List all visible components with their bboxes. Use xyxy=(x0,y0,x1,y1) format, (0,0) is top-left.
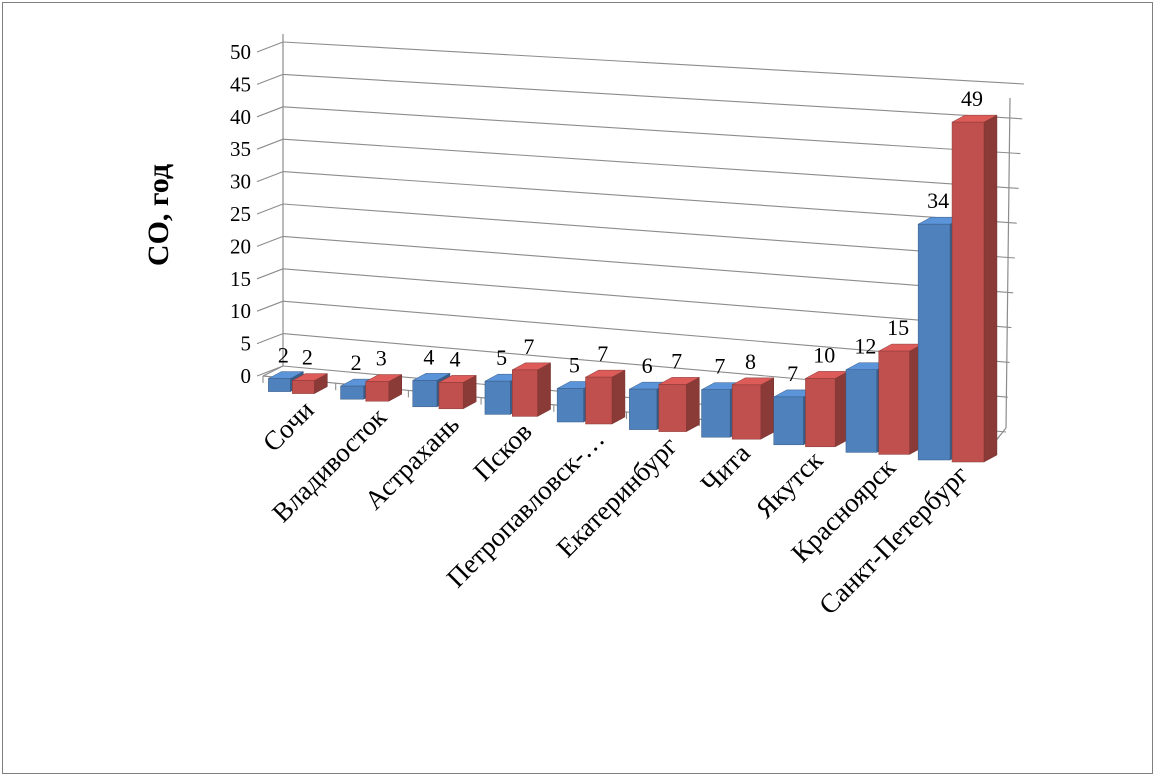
gridline xyxy=(282,235,1014,294)
bar xyxy=(268,378,291,392)
y-tick-mark xyxy=(256,333,284,345)
data-label: 7 xyxy=(523,334,534,359)
category-label: Санкт-Петербург xyxy=(813,459,974,620)
y-tick-mark xyxy=(256,203,284,215)
gridline xyxy=(282,73,1023,120)
gridline xyxy=(282,268,1012,329)
y-tick-label: 40 xyxy=(230,105,251,129)
bar xyxy=(951,121,985,463)
data-label: 5 xyxy=(496,345,507,370)
y-tick-label: 25 xyxy=(230,202,251,226)
data-label: 49 xyxy=(961,86,983,111)
y-tick-label: 0 xyxy=(241,364,252,388)
bar-side xyxy=(983,114,998,463)
bar-side xyxy=(537,362,551,417)
data-label: 7 xyxy=(671,348,682,373)
data-label: 7 xyxy=(714,354,725,379)
data-label: 4 xyxy=(450,346,461,371)
bar-side xyxy=(611,369,626,425)
bar xyxy=(878,350,910,455)
bar xyxy=(917,223,951,461)
data-label: 6 xyxy=(642,353,653,378)
y-tick-mark xyxy=(256,106,284,118)
gridline xyxy=(282,171,1017,224)
data-label: 2 xyxy=(302,345,313,370)
bar xyxy=(412,380,438,408)
bar-side xyxy=(760,377,774,440)
bar xyxy=(484,380,511,415)
bar xyxy=(629,388,658,430)
y-tick-mark xyxy=(256,235,284,247)
y-tick-mark xyxy=(256,171,284,183)
y-tick-label: 35 xyxy=(230,137,251,161)
data-label: 3 xyxy=(376,346,387,371)
bar xyxy=(845,369,878,453)
y-tick-label: 30 xyxy=(230,170,251,194)
data-label: 2 xyxy=(278,343,289,368)
category-label: Псков xyxy=(467,416,537,486)
data-label: 7 xyxy=(597,341,608,366)
category-label: Чита xyxy=(695,438,756,499)
y-tick-mark xyxy=(256,300,284,312)
y-tick-label: 45 xyxy=(230,72,251,96)
y-tick-label: 20 xyxy=(230,234,251,258)
y-tick-label: 5 xyxy=(241,332,252,356)
y-tick-mark xyxy=(256,73,284,85)
bar xyxy=(658,384,687,432)
data-label: 15 xyxy=(887,315,909,340)
data-label: 34 xyxy=(927,188,949,213)
y-tick-label: 15 xyxy=(230,267,251,291)
bar xyxy=(556,388,584,423)
gridline xyxy=(282,106,1021,155)
bar xyxy=(805,378,836,448)
bar xyxy=(340,385,364,400)
y-tick-mark xyxy=(256,41,284,53)
bar xyxy=(773,396,804,446)
bar xyxy=(585,376,613,425)
floor-left-edge xyxy=(262,365,284,377)
bar-side xyxy=(686,376,700,433)
data-label: 2 xyxy=(351,350,362,375)
bar xyxy=(292,380,315,394)
bar xyxy=(365,381,389,402)
category-label: Якутск xyxy=(750,444,829,523)
data-label: 10 xyxy=(813,342,835,367)
y-tick-label: 10 xyxy=(230,299,251,323)
y-tick-mark xyxy=(256,268,284,280)
gridline xyxy=(282,203,1016,259)
data-label: 5 xyxy=(569,353,580,378)
y-tick-label: 50 xyxy=(230,40,251,64)
data-label: 8 xyxy=(745,349,756,374)
back-wall-right-edge xyxy=(1005,97,1011,429)
bar xyxy=(512,369,538,417)
y-tick-mark xyxy=(256,138,284,150)
gridline xyxy=(282,138,1019,189)
bar xyxy=(438,382,464,410)
gridline xyxy=(282,41,1025,85)
bar xyxy=(731,384,762,440)
data-label: 7 xyxy=(787,361,798,386)
bar xyxy=(701,389,731,438)
data-label: 4 xyxy=(423,344,434,369)
category-label: Сочи xyxy=(257,395,320,458)
y-axis-label: СО, год xyxy=(142,164,175,266)
data-label: 12 xyxy=(854,334,876,359)
